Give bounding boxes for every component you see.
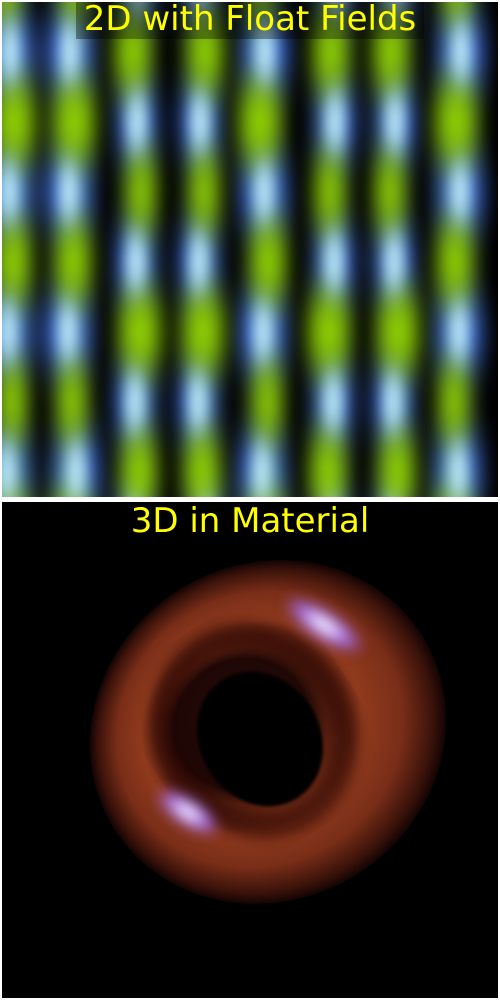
- field-blob: [451, 22, 471, 82]
- field-blob: [2, 76, 36, 168]
- field-blob: [376, 286, 420, 378]
- field-blob: [252, 442, 272, 497]
- field-blob: [374, 146, 406, 238]
- field-blob: [450, 162, 470, 222]
- field-blob: [2, 442, 17, 497]
- field-blob: [181, 286, 225, 378]
- field-blob: [2, 2, 21, 28]
- field-blob: [188, 146, 220, 238]
- field-blob: [2, 356, 28, 448]
- field-blob: [328, 2, 344, 12]
- field-blob: [324, 232, 344, 292]
- field-blob: [58, 302, 78, 362]
- field-blob: [2, 162, 19, 222]
- field-blob: [190, 92, 210, 152]
- field-blob: [189, 232, 209, 292]
- field-blob: [188, 372, 208, 432]
- field-blob: [125, 372, 145, 432]
- field-blob: [118, 286, 162, 378]
- field-blob: [385, 92, 405, 152]
- field-blob: [314, 146, 346, 238]
- field-blob: [251, 356, 283, 448]
- field-blob: [312, 6, 350, 98]
- panel-title-3d-text: 3D in Material: [130, 502, 370, 541]
- float-field-render: [2, 2, 498, 497]
- field-blob: [127, 92, 147, 152]
- field-blob: [183, 426, 221, 497]
- field-blob: [238, 76, 282, 168]
- field-blob: [120, 426, 158, 497]
- specular-highlight-upper: [282, 595, 366, 655]
- field-blob: [186, 6, 224, 98]
- field-blob: [384, 232, 404, 292]
- field-blob: [378, 426, 416, 497]
- field-blob: [60, 22, 80, 82]
- field-blob: [255, 22, 275, 82]
- field-blob: [2, 216, 32, 308]
- field-blob: [442, 2, 472, 28]
- field-blob: [125, 146, 157, 238]
- torus-render: [2, 502, 498, 998]
- specular-highlight-lower: [154, 787, 222, 837]
- field-blob: [307, 286, 351, 378]
- field-blob: [126, 232, 146, 292]
- field-blob: [325, 92, 345, 152]
- field-blob: [246, 2, 276, 28]
- field-blob: [436, 216, 474, 308]
- field-blob: [54, 216, 92, 308]
- field-blob: [114, 6, 152, 98]
- field-blob: [2, 302, 18, 362]
- field-blob: [372, 6, 410, 98]
- field-blob: [449, 302, 469, 362]
- field-blob: [59, 162, 79, 222]
- field-blob: [130, 2, 146, 12]
- panel-title-2d: 2D with Float Fields: [2, 2, 498, 39]
- field-blob: [193, 2, 209, 12]
- viewport-3d-material: 3D in Material: [2, 502, 498, 998]
- field-blob: [448, 442, 468, 497]
- field-blob: [438, 356, 470, 448]
- field-blob: [323, 372, 343, 432]
- field-blob: [66, 442, 86, 497]
- viewport-2d-float-fields: 2D with Float Fields: [2, 2, 498, 497]
- field-blob: [2, 22, 20, 82]
- field-blob: [383, 372, 403, 432]
- field-blob: [56, 356, 88, 448]
- panel-title-3d: 3D in Material: [2, 502, 498, 541]
- field-blob: [309, 426, 347, 497]
- field-blob: [388, 2, 404, 12]
- field-blob: [253, 302, 273, 362]
- field-blob: [60, 2, 90, 28]
- field-blob: [52, 76, 96, 168]
- field-blob: [434, 76, 478, 168]
- field-blob: [254, 162, 274, 222]
- field-blob: [249, 216, 287, 308]
- panel-title-2d-text: 2D with Float Fields: [75, 2, 425, 39]
